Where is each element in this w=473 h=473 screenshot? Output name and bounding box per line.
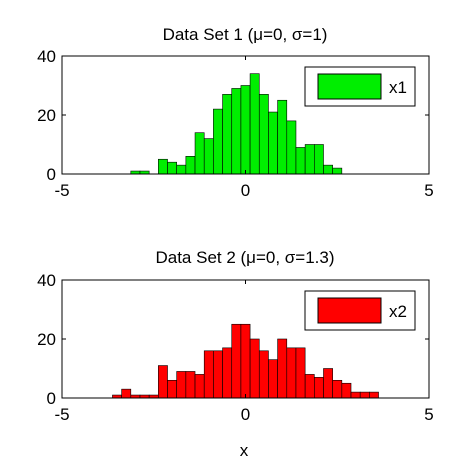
histogram-bar-2-8 [185,371,196,399]
panel-1-title: Data Set 1 (μ=0, σ=1) [163,25,328,44]
histogram-bar-2-17 [268,359,278,399]
x-tick-label-1-2: 5 [424,181,433,200]
histogram-bar-2-15 [249,338,260,399]
histogram-bar-1-8 [213,108,223,175]
histogram-bar-1-16 [286,120,297,175]
histogram-bar-1-15 [277,99,288,175]
histogram-bar-1-21 [332,167,343,175]
histogram-bar-2-16 [258,350,269,399]
panel-1-legend-swatch [317,73,382,100]
y-tick-label-1-0: 0 [47,165,56,184]
y-tick-label-1-2: 40 [37,47,56,66]
histogram-bar-2-6 [167,379,177,399]
x-tick-label-1-0: -5 [54,181,69,200]
histogram-bar-2-23 [323,368,333,399]
x-tick-label-2-0: -5 [54,405,69,424]
histogram-bar-2-24 [332,379,343,399]
histogram-bar-1-5 [185,156,196,175]
y-tick-label-2-0: 0 [47,389,56,408]
histogram-bar-2-28 [369,391,379,399]
histogram-bar-2-18 [277,338,288,399]
y-tick-label-2-1: 20 [37,330,56,349]
panel-2-title: Data Set 2 (μ=0, σ=1.3) [155,248,334,267]
panel-2-legend-label: x2 [389,302,407,321]
histogram-bar-1-18 [304,144,315,175]
histogram-bar-2-20 [295,347,306,399]
histogram-bar-2-14 [240,323,251,399]
histogram-bar-1-6 [194,132,205,175]
panel-1-bars [130,73,343,175]
histogram-bar-2-22 [314,377,324,399]
histogram-bar-2-10 [203,350,214,399]
histogram-bar-1-9 [222,94,233,175]
histogram-bar-2-27 [359,391,370,399]
histogram-bar-1-3 [167,161,177,175]
histogram-bar-2-1 [121,388,132,399]
histogram-bar-1-13 [258,94,269,175]
histogram-bar-1-4 [176,164,187,175]
panel-2-x-axis-label: x [240,441,249,460]
panel-1-legend-label: x1 [389,78,407,97]
y-tick-label-2-2: 40 [37,271,56,290]
histogram-bar-2-9 [194,374,205,399]
panel-2-bars [112,323,379,399]
histogram-bar-2-25 [341,382,352,399]
histogram-bar-1-12 [249,73,260,175]
histogram-bar-2-21 [304,374,315,399]
y-tick-label-1-1: 20 [37,106,56,125]
histogram-bar-1-17 [295,147,306,175]
histogram-bar-2-26 [350,391,361,399]
panel-2-legend-swatch [317,297,382,324]
histogram-bar-1-10 [231,88,242,175]
histogram-bar-1-19 [314,144,324,175]
panel-1-legend: x1 [304,66,416,107]
x-tick-label-2-2: 5 [424,405,433,424]
histogram-bar-2-5 [158,365,168,399]
histogram-bar-1-14 [268,111,278,175]
histogram-bar-2-11 [213,350,223,399]
histogram-bar-1-20 [323,164,333,175]
x-tick-label-1-1: 0 [241,181,250,200]
histogram-bar-2-19 [286,347,297,399]
histogram-bar-2-7 [176,371,187,399]
histogram-bar-1-2 [158,158,168,175]
histogram-bar-1-11 [240,85,251,175]
histogram-bar-2-13 [231,323,242,399]
histogram-bar-2-12 [222,347,233,399]
histogram-bar-1-7 [203,138,214,175]
x-tick-label-2-1: 0 [241,405,250,424]
panel-2-legend: x2 [304,290,416,331]
